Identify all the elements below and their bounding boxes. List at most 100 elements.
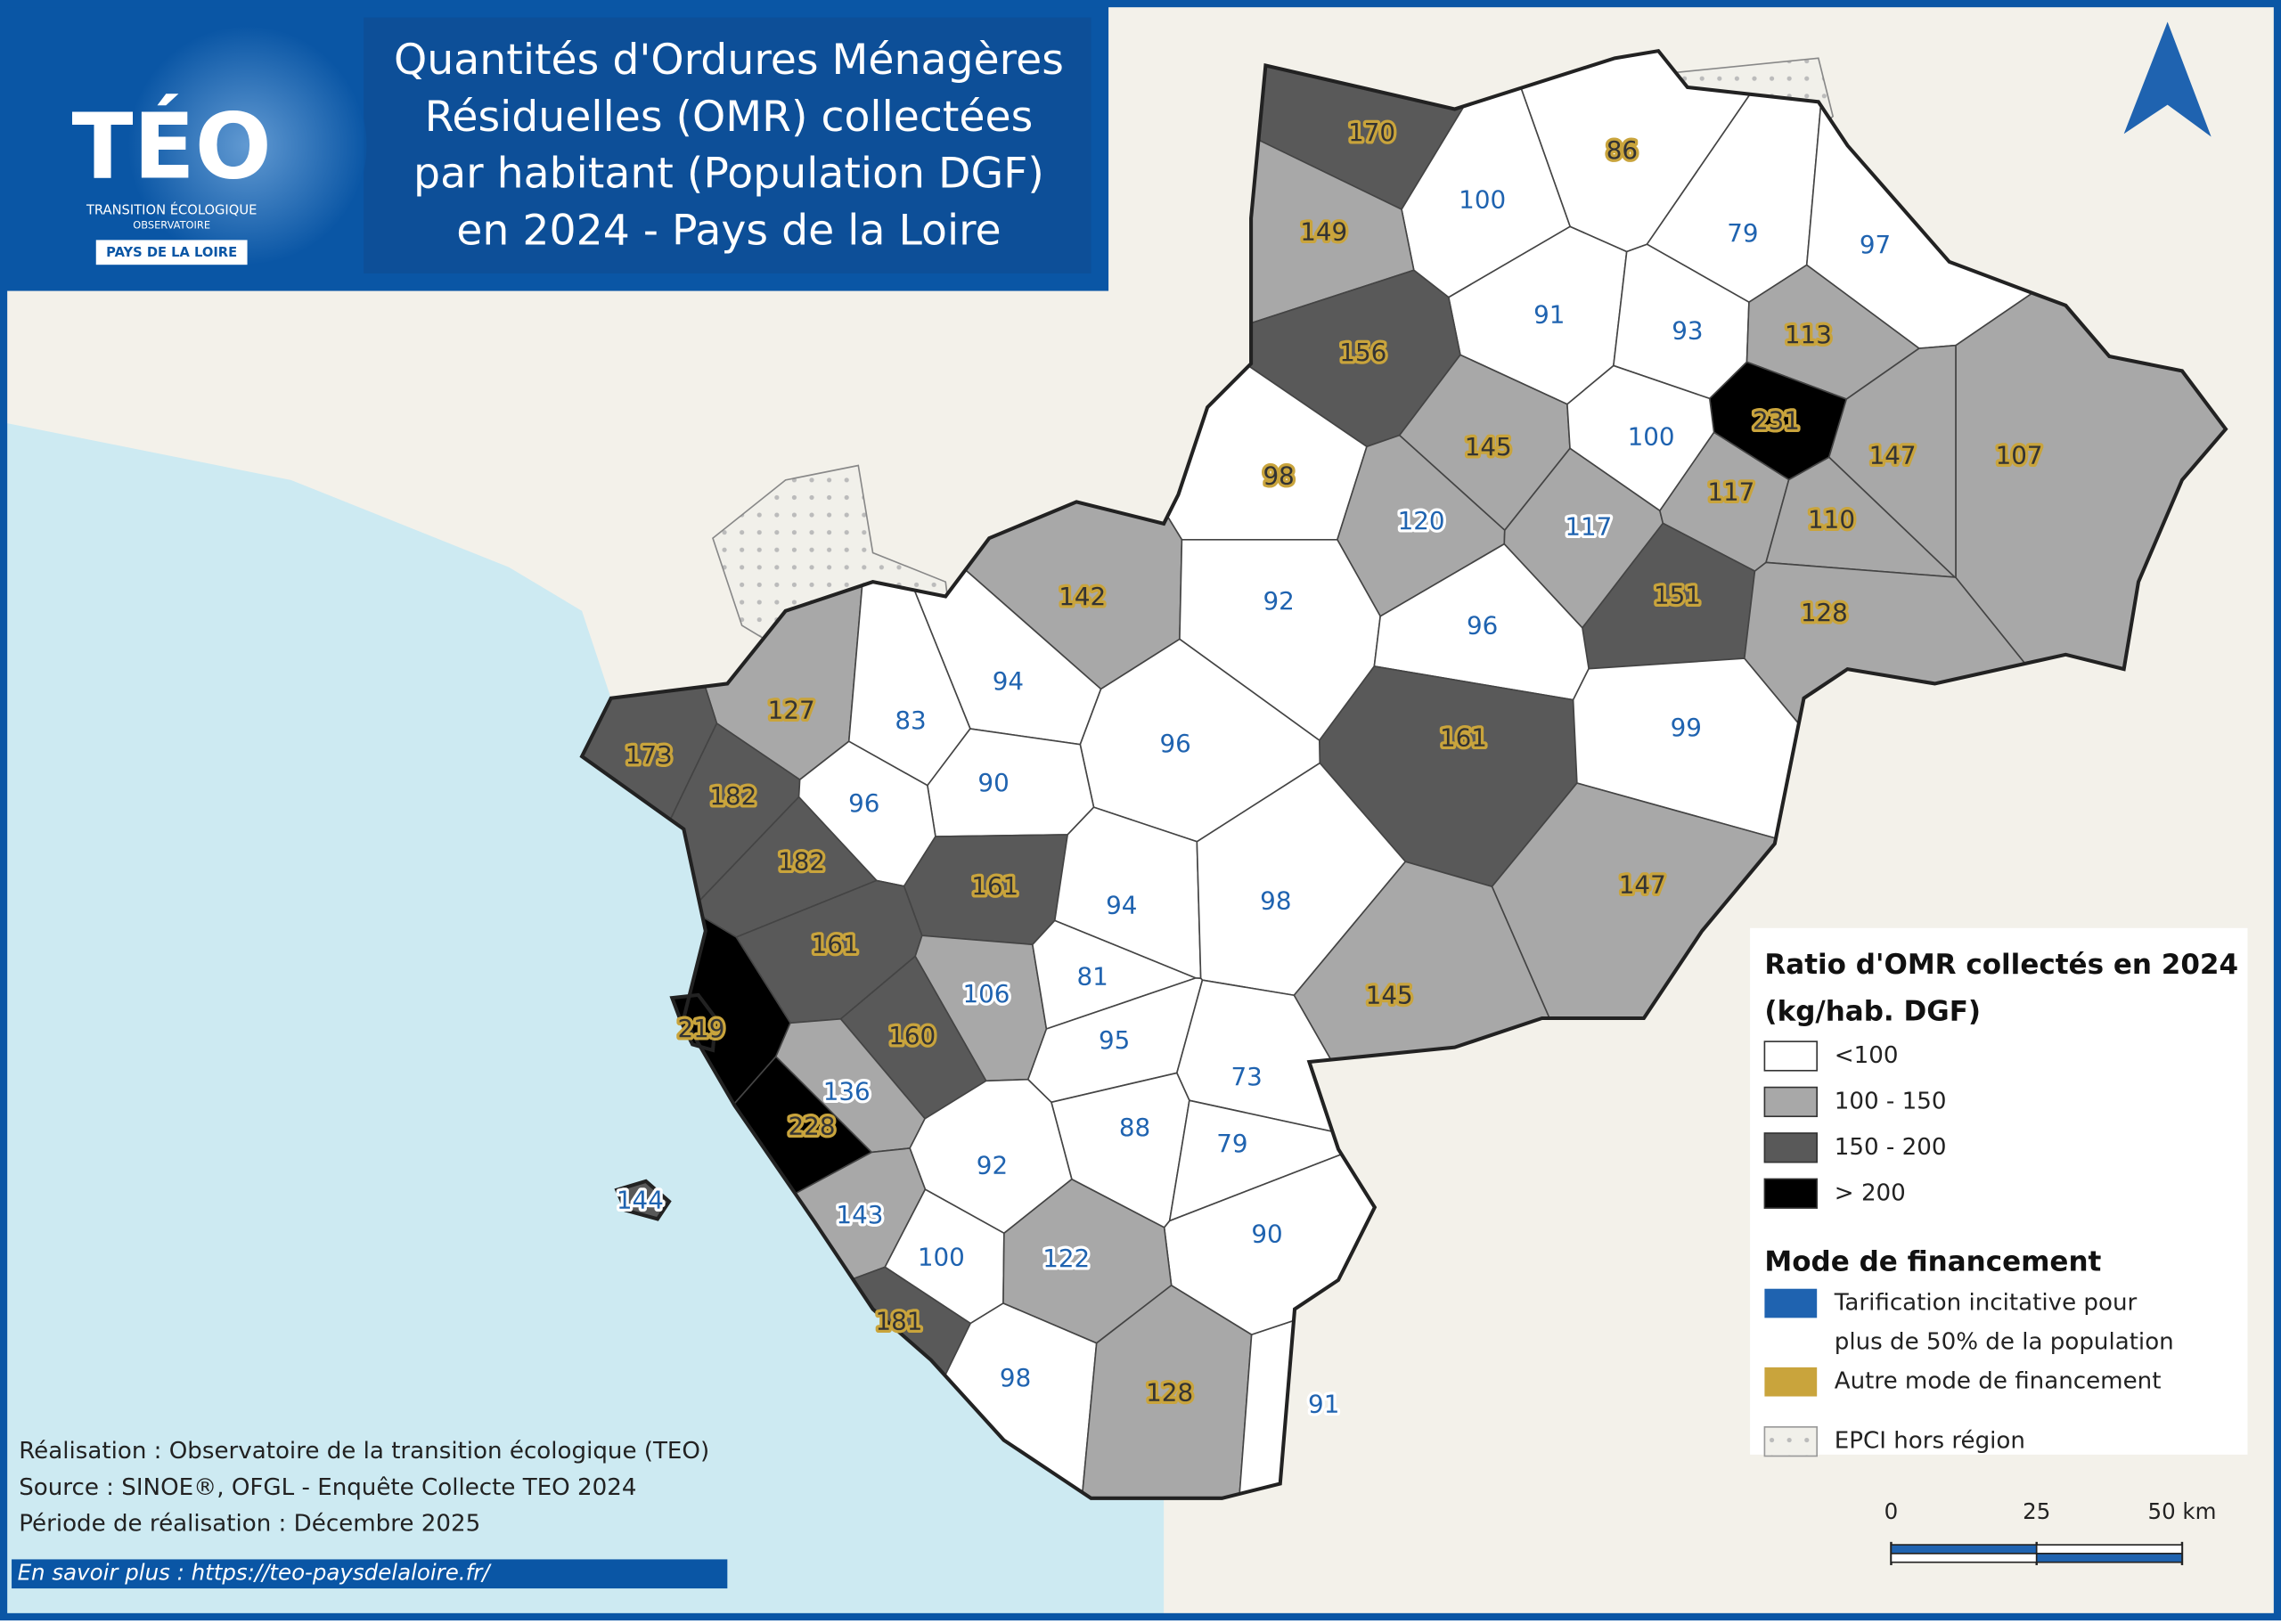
epci-value: 83 [895,706,926,735]
north-arrow [2123,21,2212,137]
epci-value: 96 [1467,611,1498,641]
label-layer: 170 86 100 149 79 97 91 156 93 113 231 145 100 147 107… [614,115,2046,1422]
epci-value: 147 [1619,869,1666,899]
epci-value: 161 [1440,722,1487,752]
credits: Réalisation : Observatoire de la transit… [19,1438,709,1538]
region-border [614,1179,672,1221]
epci-value: 92 [1263,586,1294,616]
title-line: en 2024 - Pays de la Loire [456,206,1001,255]
epci-value: 79 [1216,1129,1247,1158]
epci-value: 88 [1119,1113,1150,1142]
epci-value: 100 [1628,421,1675,451]
epci-value: 173 [625,740,673,770]
title-line: Quantités d'Ordures Ménagères [394,36,1064,85]
epci-value: 96 [1160,729,1191,758]
epci-value: 149 [1300,216,1347,246]
epci-value: 94 [993,666,1024,696]
epci-value: 143 [836,1200,883,1229]
legend-label: > 200 [1835,1179,1906,1206]
title-line: par habitant (Population DGF) [413,150,1044,199]
epci-value: 161 [812,929,859,959]
legend-label: Autre mode de financement [1835,1368,2162,1395]
logo-badge-text: PAYS DE LA LOIRE [106,245,237,260]
epci-value: 96 [848,788,879,818]
scale-label: 0 [1884,1498,1899,1524]
epci-value: 98 [1263,461,1294,491]
logo-badge [95,240,248,265]
legend-swatch [1764,1367,1818,1397]
epci-value: 231 [1753,406,1800,436]
logo: TÉO [72,93,272,199]
scale-segment [1890,1544,2038,1555]
epci-value: 122 [1042,1244,1090,1273]
epci-value: 156 [1339,338,1386,367]
epci-value: 98 [1260,885,1291,915]
epci-value: 97 [1860,230,1891,259]
epci-value: 147 [1869,441,1917,470]
title: Quantités d'Ordures Ménagères Résiduelles… [394,36,1064,255]
epci-value: 128 [1801,598,1848,627]
legend-swatch [1763,1426,1818,1457]
scale-label: 25 [2023,1498,2050,1524]
scale-bar: 0 25 50 km [1884,1498,2216,1565]
epci-value: 170 [1348,118,1395,147]
epci-value: 110 [1808,505,1855,535]
epci-value: 145 [1366,981,1413,1010]
epci-value: 81 [1076,961,1108,991]
epci-value: 90 [977,768,1009,797]
sea [0,421,1165,1620]
link-bar [12,1559,728,1589]
legend-label: 100 - 150 [1835,1088,1947,1114]
logo-sub: OBSERVATOIRE [133,219,210,232]
epci-value: 144 [617,1186,664,1215]
link[interactable]: En savoir plus : https://teo-paysdelaloi… [18,1560,493,1586]
legend-label: Tarification incitative pour [1834,1290,2138,1317]
title-line: Résiduelles (OMR) collectées [425,93,1034,142]
scale-segment [1890,1553,2038,1563]
region-border [579,48,2228,1500]
credit-line: Réalisation : Observatoire de la transit… [19,1438,709,1465]
legend-title: Ratio d'OMR collectés en 2024 [1764,949,2238,981]
legend-swatch [1763,1086,1818,1118]
epci-value: 136 [823,1076,871,1106]
epci-value: 145 [1465,432,1512,461]
epci-value: 100 [1459,184,1506,214]
epci-value: 117 [1707,477,1754,507]
epci-value: 151 [1654,580,1701,609]
epci-value: 86 [1607,135,1638,165]
epci-value: 99 [1671,713,1702,742]
region-border [669,992,718,1053]
title-box [364,17,1091,273]
epci-value: 161 [971,871,1018,901]
epci-value: 91 [1533,299,1565,329]
epci-value: 128 [1146,1377,1193,1407]
scale-segment [2035,1553,2183,1563]
legend-label: EPCI hors région [1835,1428,2025,1455]
legend-title: (kg/hab. DGF) [1764,995,1981,1027]
epci-value: 127 [768,695,815,724]
epci-value: 90 [1251,1219,1282,1248]
epci-value: 219 [677,1014,724,1043]
legend-swatch [1763,1132,1818,1163]
epci-value: 228 [789,1111,836,1140]
epci-value: 95 [1099,1025,1130,1055]
epci-value: 92 [977,1151,1008,1180]
legend-title: Mode de financement [1764,1245,2101,1277]
epci-value: 120 [1398,506,1445,535]
epci-value: 79 [1727,218,1758,248]
epci-value: 94 [1106,890,1137,919]
epci-value: 182 [709,781,756,811]
legend-swatch [1763,1041,1818,1072]
legend-swatch [1764,1288,1818,1318]
scale-label: 50 km [2147,1498,2216,1524]
legend-swatch [1763,1178,1818,1209]
epci-value: 91 [1308,1389,1339,1418]
epci-value: 107 [1996,441,2043,470]
epci-value: 182 [778,846,825,876]
epci-value: 117 [1565,512,1612,542]
epci-value: 73 [1231,1062,1263,1091]
logo-glow [127,26,367,265]
